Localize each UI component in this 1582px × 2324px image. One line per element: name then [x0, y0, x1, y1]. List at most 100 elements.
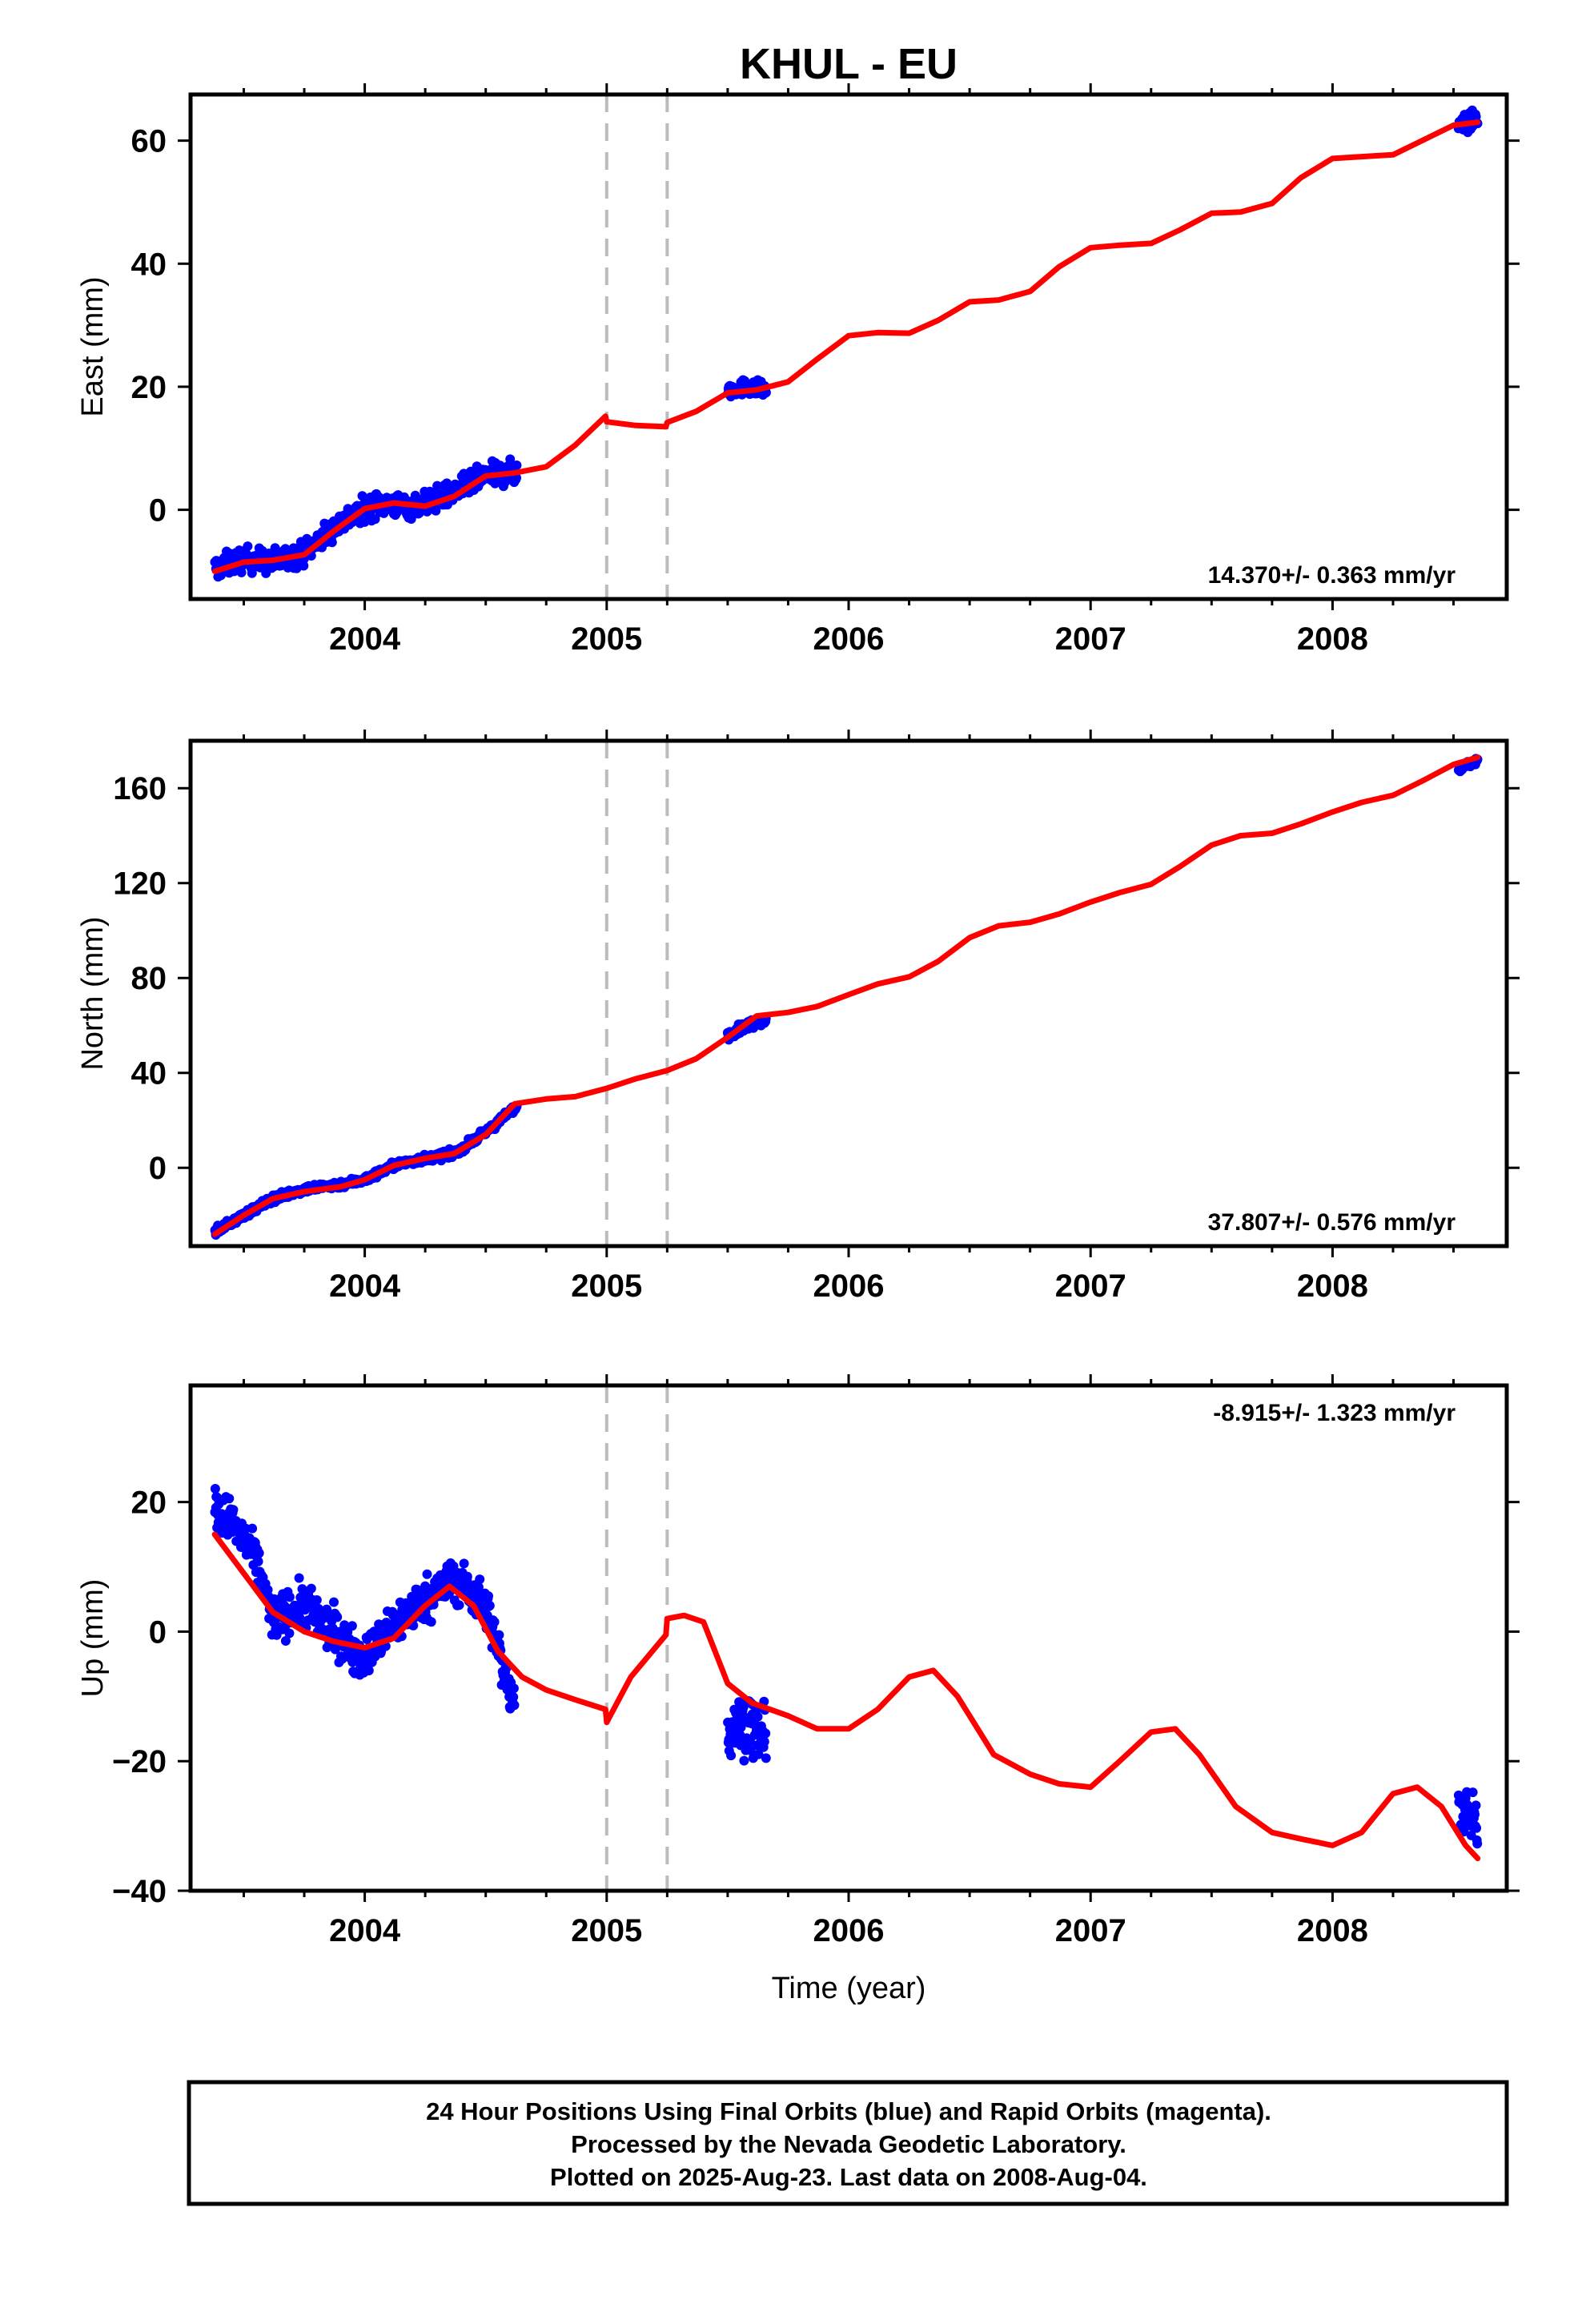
y-tick-label: −40: [112, 1874, 167, 1909]
data-point: [726, 1751, 737, 1761]
x-tick-label: 2007: [1055, 1913, 1126, 1948]
data-point: [753, 1749, 764, 1759]
x-tick-label: 2008: [1297, 621, 1368, 657]
y-tick-label: 0: [149, 1151, 167, 1186]
data-point: [454, 1600, 464, 1610]
data-point: [243, 541, 253, 552]
x-tick-label: 2007: [1055, 1269, 1126, 1304]
y-tick-label: 20: [131, 370, 167, 405]
x-tick-label: 2005: [571, 1269, 642, 1304]
data-point: [363, 1666, 374, 1675]
data-point: [475, 1574, 485, 1585]
plot-area-east: [210, 105, 1483, 582]
x-tick-label: 2004: [329, 621, 401, 657]
data-point: [210, 1484, 220, 1494]
data-point: [473, 1582, 484, 1592]
plot-area-up: [210, 1484, 1483, 1862]
plot-area-north: [210, 754, 1483, 1240]
footer-line-2: Processed by the Nevada Geodetic Laborat…: [571, 2130, 1126, 2158]
rate-label-north: 37.807+/- 0.576 mm/yr: [1208, 1209, 1456, 1236]
x-tick-label: 2004: [329, 1269, 401, 1304]
data-point: [745, 1745, 756, 1755]
x-tick-label: 2008: [1297, 1269, 1368, 1304]
data-point: [508, 1692, 519, 1703]
model-fit-line: [211, 119, 1481, 574]
data-point: [739, 1755, 749, 1766]
data-point: [311, 1595, 322, 1605]
data-point: [332, 1612, 343, 1622]
data-point: [484, 1601, 495, 1610]
data-point: [494, 1630, 504, 1640]
x-tick-label: 2004: [329, 1913, 401, 1948]
data-point: [280, 1636, 291, 1646]
data-point: [329, 1597, 339, 1607]
y-tick-label: 20: [131, 1486, 167, 1521]
y-axis-label-north: North (mm): [76, 916, 110, 1070]
data-point: [294, 1573, 304, 1583]
footer-line-1: 24 Hour Positions Using Final Orbits (bl…: [426, 2097, 1271, 2125]
y-tick-label: 80: [131, 961, 167, 996]
data-point: [426, 1617, 436, 1627]
data-point: [1471, 1800, 1481, 1811]
data-point: [761, 1728, 771, 1739]
x-axis-label: Time (year): [772, 1972, 926, 2005]
data-point: [330, 1644, 340, 1655]
data-point: [509, 1700, 520, 1711]
y-tick-label: 160: [113, 771, 167, 806]
data-point: [254, 1548, 264, 1558]
data-point: [505, 454, 516, 464]
x-tick-label: 2008: [1297, 1913, 1368, 1948]
data-point: [484, 1591, 493, 1601]
data-point: [247, 1523, 258, 1534]
data-point: [753, 1711, 763, 1722]
data-point: [228, 1505, 239, 1515]
data-point: [759, 1736, 769, 1747]
data-point: [431, 505, 441, 516]
data-point: [459, 1558, 469, 1569]
y-tick-label: 0: [149, 1614, 167, 1650]
data-point: [337, 1654, 347, 1664]
data-point: [1472, 1823, 1482, 1833]
panel-east: 2004 2005 2006 2007 2008 0 20 40 60 East (mm) 14.3…: [76, 83, 1520, 657]
y-tick-label: 0: [149, 493, 167, 529]
panel-north: 2004 2005 2006 2007 2008 0 40 80 120 160 North (mm…: [76, 730, 1520, 1304]
footer-line-3: Plotted on 2025-Aug-23. Last data on 200…: [550, 2163, 1147, 2191]
x-tick-label: 2006: [813, 1913, 885, 1948]
x-tick-label: 2005: [571, 621, 642, 657]
data-point: [284, 1592, 295, 1602]
data-point: [489, 1617, 500, 1627]
rate-label-up: -8.915+/- 1.323 mm/yr: [1213, 1400, 1456, 1426]
data-point: [357, 491, 367, 501]
data-point: [508, 1683, 519, 1694]
y-axis-label-up: Up (mm): [76, 1579, 110, 1698]
data-point: [1472, 1839, 1483, 1849]
rate-label-east: 14.370+/- 0.363 mm/yr: [1208, 562, 1456, 589]
data-point: [422, 1569, 432, 1579]
data-point: [306, 1583, 316, 1594]
data-point: [347, 1621, 357, 1631]
data-point: [299, 561, 309, 571]
y-axis-label-east: East (mm): [76, 276, 110, 416]
footer-frame: [187, 2080, 1509, 2206]
figure-title: KHUL - EU: [740, 40, 958, 88]
y-tick-label: 60: [131, 124, 167, 159]
data-point: [327, 537, 337, 548]
data-point: [512, 460, 522, 470]
y-tick-label: 40: [131, 247, 167, 282]
x-tick-label: 2006: [813, 1269, 885, 1304]
model-fit-line: [211, 1531, 1481, 1862]
data-point: [253, 1556, 263, 1566]
y-tick-label: 120: [113, 866, 167, 902]
y-tick-label: −20: [112, 1744, 167, 1779]
data-point: [370, 514, 380, 525]
panel-up: 2004 2005 2006 2007 2008 −40 −20 0 20 Up (mm) -8.9…: [76, 1374, 1520, 1948]
model-fit-line: [211, 754, 1481, 1237]
data-point: [240, 1523, 251, 1534]
x-tick-label: 2006: [813, 621, 885, 657]
data-point: [1470, 1809, 1480, 1819]
data-point: [224, 1494, 235, 1504]
data-point: [297, 1584, 307, 1594]
data-point: [462, 1571, 472, 1582]
